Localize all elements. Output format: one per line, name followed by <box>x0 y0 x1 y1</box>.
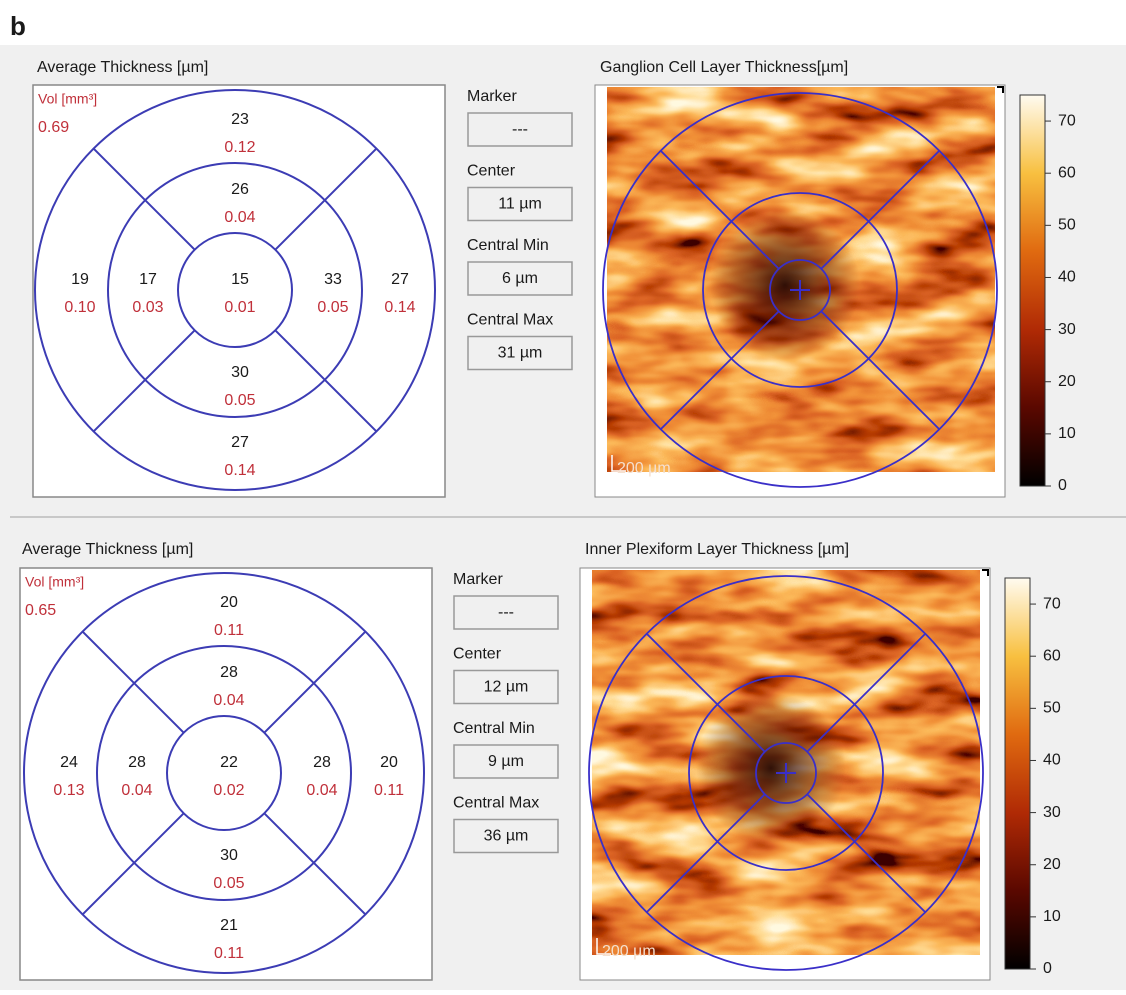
sector-thickness: 20 <box>380 754 398 771</box>
colorbar <box>1020 95 1045 486</box>
colorbar-tick-label: 10 <box>1058 425 1076 442</box>
sector-thickness: 30 <box>231 364 249 381</box>
colorbar-tick-label: 60 <box>1043 647 1061 664</box>
sector-volume: 0.02 <box>213 782 244 799</box>
colorbar-tick-label: 10 <box>1043 908 1061 925</box>
sector-volume: 0.11 <box>374 782 404 799</box>
sector-thickness: 27 <box>391 271 409 288</box>
sector-thickness: 26 <box>231 181 249 198</box>
colorbar-tick-label: 20 <box>1043 856 1061 873</box>
field-label: Central Min <box>467 237 549 254</box>
field-label: Central Min <box>453 720 535 737</box>
map-title: Ganglion Cell Layer Thickness[µm] <box>600 59 848 76</box>
colorbar-tick-label: 40 <box>1058 269 1076 286</box>
volume-label: Vol [mm³] <box>38 91 97 107</box>
sector-thickness: 30 <box>220 847 238 864</box>
sector-thickness: 22 <box>220 754 238 771</box>
sector-volume: 0.13 <box>53 782 84 799</box>
scale-bar: 200 µm <box>602 943 656 960</box>
total-volume: 0.65 <box>25 602 56 619</box>
field-label: Center <box>453 646 502 663</box>
sector-volume: 0.04 <box>224 209 255 226</box>
field-label: Marker <box>453 571 503 588</box>
page: {"figure_label": "b", "panels": [ {"thic… <box>0 0 1126 995</box>
sector-thickness: 28 <box>313 754 331 771</box>
field-label: Central Max <box>467 312 553 329</box>
field-value: 9 µm <box>488 753 524 770</box>
sector-volume: 0.14 <box>384 299 415 316</box>
field-label: Central Max <box>453 795 539 812</box>
sector-thickness: 28 <box>128 754 146 771</box>
colorbar-tick-label: 0 <box>1058 477 1067 494</box>
sector-thickness: 33 <box>324 271 342 288</box>
sector-volume: 0.05 <box>224 392 255 409</box>
field-value: 11 µm <box>498 196 542 213</box>
sector-thickness: 20 <box>220 594 238 611</box>
colorbar <box>1005 578 1030 969</box>
fovea-shadow <box>696 693 846 843</box>
field-value: --- <box>512 121 528 138</box>
thickness-title: Average Thickness [µm] <box>22 541 193 558</box>
colorbar-tick-label: 30 <box>1058 321 1076 338</box>
sector-volume: 0.11 <box>214 945 244 962</box>
field-value: 12 µm <box>484 679 529 696</box>
colorbar-tick-label: 30 <box>1043 804 1061 821</box>
field-value: --- <box>498 604 514 621</box>
sector-volume: 0.04 <box>306 782 337 799</box>
map-title: Inner Plexiform Layer Thickness [µm] <box>585 541 849 558</box>
field-value: 6 µm <box>502 270 538 287</box>
colorbar-tick-label: 60 <box>1058 164 1076 181</box>
fovea-shadow <box>710 210 860 360</box>
sector-volume: 0.01 <box>224 299 255 316</box>
sector-volume: 0.14 <box>224 462 255 479</box>
sector-volume: 0.10 <box>64 299 95 316</box>
colorbar-tick-label: 0 <box>1043 960 1052 977</box>
sector-volume: 0.05 <box>317 299 348 316</box>
figure-label: b <box>10 11 26 41</box>
sector-thickness: 24 <box>60 754 78 771</box>
sector-volume: 0.11 <box>214 622 244 639</box>
total-volume: 0.69 <box>38 119 69 136</box>
scale-bar: 200 µm <box>617 460 671 477</box>
sector-volume: 0.04 <box>121 782 152 799</box>
sector-volume: 0.03 <box>132 299 163 316</box>
sector-thickness: 15 <box>231 271 249 288</box>
field-label: Center <box>467 163 516 180</box>
sector-thickness: 21 <box>220 917 238 934</box>
sector-volume: 0.04 <box>213 692 244 709</box>
sector-thickness: 27 <box>231 434 249 451</box>
volume-label: Vol [mm³] <box>25 574 84 590</box>
sector-thickness: 23 <box>231 111 249 128</box>
sector-volume: 0.05 <box>213 875 244 892</box>
colorbar-tick-label: 50 <box>1058 217 1076 234</box>
sector-thickness: 28 <box>220 664 238 681</box>
colorbar-tick-label: 20 <box>1058 373 1076 390</box>
sector-thickness: 19 <box>71 271 89 288</box>
colorbar-tick-label: 70 <box>1043 595 1061 612</box>
screenshot: b Average Thickness [µm] Vol [mm³] 0.69 23 0… <box>0 0 1126 990</box>
field-value: 31 µm <box>498 345 543 362</box>
colorbar-tick-label: 70 <box>1058 112 1076 129</box>
sector-thickness: 17 <box>139 271 157 288</box>
sector-volume: 0.12 <box>224 139 255 156</box>
field-label: Marker <box>467 88 517 105</box>
field-value: 36 µm <box>484 828 529 845</box>
colorbar-tick-label: 50 <box>1043 700 1061 717</box>
thickness-title: Average Thickness [µm] <box>37 59 208 76</box>
colorbar-tick-label: 40 <box>1043 752 1061 769</box>
